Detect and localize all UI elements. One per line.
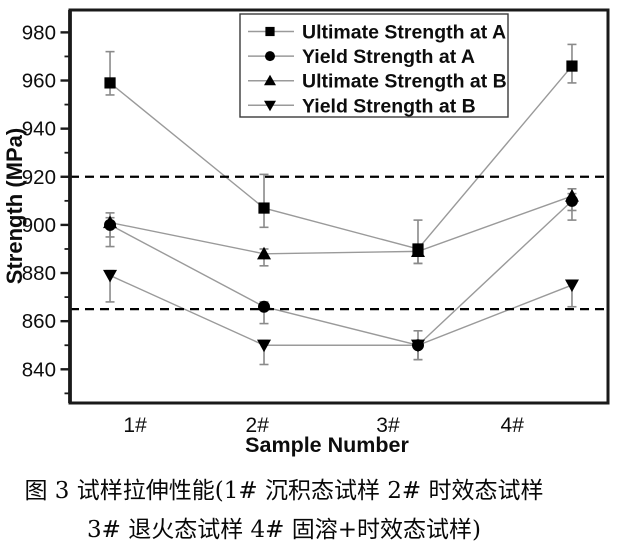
square-marker <box>566 60 578 72</box>
caption-line-1: 图 3 试样拉伸性能(1# 沉积态试样 2# 时效态试样 <box>24 478 544 504</box>
tensile-strength-chart: 840 860 880 900 920 940 960 980 1# 2# 3# 4# Ultimate… <box>2 8 610 457</box>
x-axis-tick-label: 1# <box>123 414 147 437</box>
x-axis-tick-label: 3# <box>376 414 400 437</box>
square-marker <box>104 77 116 89</box>
triangle-up-marker <box>564 189 579 202</box>
triangle-down-marker <box>564 279 579 293</box>
triangle-up-marker <box>410 244 425 257</box>
legend-triangle-down-icon <box>264 100 276 112</box>
y-axis-tick-label: 900 <box>22 214 56 237</box>
y-axis-tick-label: 940 <box>22 118 56 141</box>
legend-label: Yield Strength at A <box>302 46 475 68</box>
triangle-up-marker <box>257 246 272 260</box>
legend-label: Ultimate Strength at B <box>302 71 507 93</box>
legend-circle-icon <box>265 51 275 62</box>
y-axis-tick-label: 980 <box>22 21 56 44</box>
y-axis-tick-label: 860 <box>22 310 56 333</box>
series-line-4 <box>109 274 573 346</box>
legend-label: Yield Strength at B <box>302 95 476 117</box>
x-axis-tick-label: 2# <box>246 414 270 437</box>
triangle-up-marker <box>103 215 118 229</box>
x-axis-tick-label: 4# <box>501 414 525 437</box>
y-axis-tick-label: 840 <box>22 358 56 381</box>
legend-triangle-up-icon <box>264 74 276 86</box>
legend-label: Ultimate Strength at A <box>302 22 506 44</box>
triangle-down-marker <box>257 339 272 353</box>
chart-canvas: 840 860 880 900 920 940 960 980 1# 2# 3# 4# Ultimate… <box>2 8 610 457</box>
y-axis-tick-label: 960 <box>22 70 56 93</box>
y-axis-tick-label: 880 <box>22 262 56 285</box>
series-line-2 <box>109 200 573 347</box>
square-marker <box>258 202 270 214</box>
triangle-down-marker <box>410 339 425 353</box>
y-axis-title: Strength (MPa) <box>2 128 27 284</box>
series-line-3 <box>109 195 573 255</box>
x-axis-title: Sample Number <box>245 433 409 457</box>
triangle-down-marker <box>103 269 118 283</box>
series-line-1 <box>109 65 573 250</box>
figure-caption: 图 3 试样拉伸性能(1# 沉积态试样 2# 时效态试样 3# 退火态试样 4#… <box>0 472 568 550</box>
caption-line-2: 3# 退火态试样 4# 固溶+时效态试样) <box>87 517 481 543</box>
y-axis-tick-label: 920 <box>22 166 56 189</box>
circle-marker <box>258 300 271 313</box>
legend-square-icon <box>265 26 275 37</box>
